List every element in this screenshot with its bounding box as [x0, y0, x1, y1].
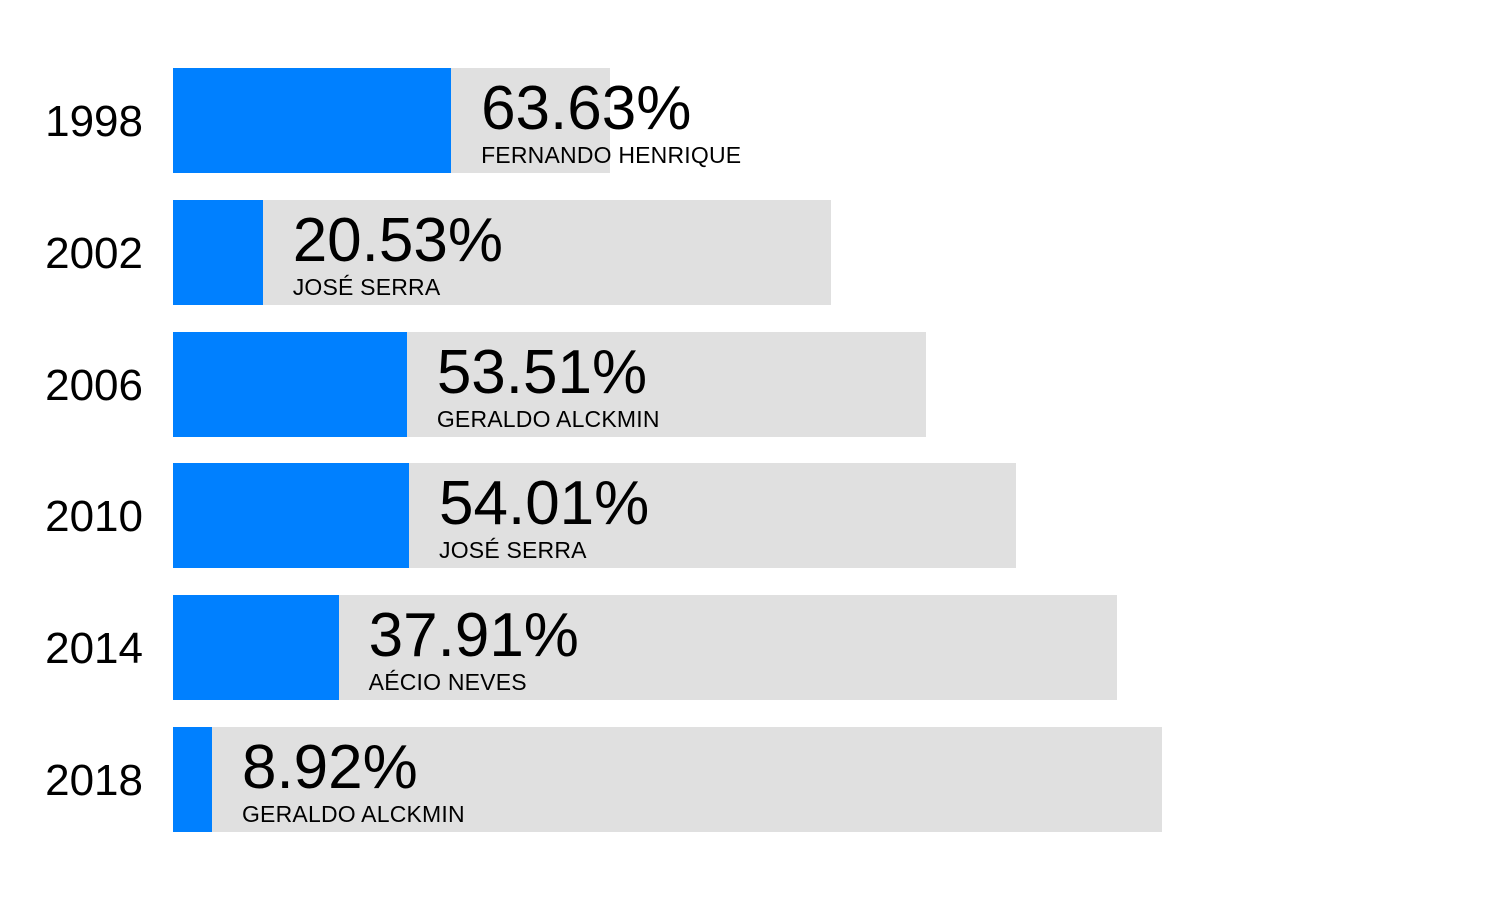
bar [173, 331, 407, 437]
bar [173, 595, 339, 701]
candidate-label: GERALDO ALCKMIN [436, 405, 660, 432]
year-label: 2002 [45, 228, 143, 278]
data-label: 54.01% [439, 469, 650, 539]
data-label: 63.63% [481, 74, 692, 143]
bar [173, 199, 263, 305]
data-label: 20.53% [292, 205, 503, 275]
year-label: 2014 [45, 624, 143, 674]
candidate-label: JOSÉ SERRA [439, 537, 587, 564]
year-label: 2010 [45, 492, 143, 542]
year-label: 1998 [45, 97, 143, 146]
data-label: 8.92% [241, 733, 418, 802]
data-label: 37.91% [368, 601, 579, 671]
candidate-label: FERNANDO HENRIQUE [481, 142, 742, 168]
year-label: 2018 [45, 756, 143, 805]
bar [173, 727, 212, 832]
candidate-label: JOSÉ SERRA [292, 273, 441, 300]
bar-background [173, 727, 1162, 832]
candidate-label: GERALDO ALCKMIN [241, 801, 465, 827]
bar [173, 68, 452, 173]
candidate-label: AÉCIO NEVES [368, 669, 527, 696]
bar [173, 463, 410, 569]
bar-background [173, 199, 831, 305]
data-label: 53.51% [436, 337, 648, 407]
year-label: 2006 [45, 360, 143, 410]
